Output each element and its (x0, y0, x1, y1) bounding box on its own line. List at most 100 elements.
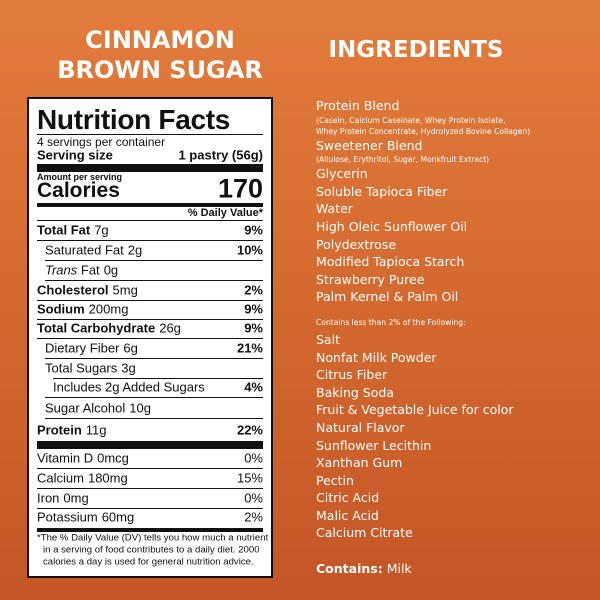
nutrient-amount: 200mg (88, 301, 129, 317)
contains: Contains: Milk (316, 561, 412, 576)
rule (37, 134, 263, 135)
rule (37, 528, 263, 532)
ingredient: Baking Soda (316, 384, 394, 400)
nutrient-row: Calcium 180mg (37, 471, 128, 486)
daily-value: 0% (244, 490, 263, 506)
ingredient: Citrus Fiber (316, 367, 388, 383)
product-title: BROWN SUGAR (57, 56, 263, 84)
nutrient-name: Cholesterol (37, 282, 109, 298)
nutrient-name: Total Fat (37, 222, 91, 238)
daily-value: 0% (244, 450, 263, 466)
nutrient-name: Fat (80, 262, 100, 278)
rule (37, 319, 263, 320)
nutrient-amount: 60mg (101, 509, 135, 525)
nutrient-amount: 6g (123, 340, 138, 356)
ingredient: Salt (316, 331, 340, 347)
nutrient-amount: 2g (127, 242, 143, 258)
footnote: *The % Daily Value (DV) tells you how mu… (37, 532, 269, 544)
daily-value: 15% (236, 470, 263, 486)
rule (37, 441, 263, 449)
daily-value: 22% (236, 422, 263, 438)
nutrient-row: Includes 2g Added Sugars (53, 380, 205, 395)
rule (37, 220, 263, 221)
nutrient-name: Sodium (37, 301, 85, 317)
rule (45, 397, 263, 398)
nutrient-row: Sugar Alcohol 10g (45, 401, 151, 416)
nutrient-row: Protein 11g (37, 423, 107, 438)
nutrient-name: Dietary Fiber (45, 340, 120, 356)
contains-value: Milk (386, 561, 412, 576)
rule (37, 164, 263, 172)
nutrient-name: Total Carbohydrate (37, 320, 156, 336)
daily-value: 9% (244, 320, 263, 336)
ingredient: Soluble Tapioca Fiber (316, 183, 448, 199)
rule (37, 240, 263, 241)
nutrient-amount: 11g (85, 422, 107, 438)
nutrient-amount: 7g (94, 222, 109, 238)
serving-size-label: Serving size (37, 147, 113, 163)
nutrient-row: Saturated Fat 2g (45, 243, 142, 258)
ingredient: Citric Acid (316, 490, 380, 506)
dv-header: % Daily Value* (187, 207, 263, 219)
nutrient-row: Cholesterol 5mg (37, 283, 138, 298)
ingredient: Modified Tapioca Starch (316, 254, 465, 270)
ingredient: High Oleic Sunflower Oil (316, 218, 468, 234)
nutrition-label: Nutrition Facts 4 servings per container S… (27, 97, 273, 578)
nutrient-name: Protein (37, 422, 82, 438)
daily-value: 2% (244, 282, 263, 298)
footnote: in a serving of food contributes to a da… (43, 544, 260, 556)
daily-value: 10% (236, 242, 263, 258)
rule (37, 300, 263, 301)
rule (37, 338, 263, 339)
rule (37, 508, 263, 509)
footnote: calories a day is used for general nutri… (43, 556, 254, 568)
ingredient: Polydextrose (316, 236, 397, 252)
nutrient-amount: 180mg (87, 470, 128, 486)
nutrient-row: Total Sugars 3g (45, 361, 136, 376)
nutrient-name: Vitamin D (37, 450, 94, 466)
nutrient-row: Dietary Fiber 6g (45, 341, 138, 356)
nutrient-amount: 10g (129, 400, 151, 416)
ingredient-note: (Allulose, Erythritol, Sugar, Monkfruit … (316, 155, 490, 165)
amount-per-serving: Amount per serving (37, 172, 123, 182)
rule (37, 203, 263, 207)
nutrient-name: Sugar Alcohol (45, 400, 126, 416)
label-title: Nutrition Facts (37, 104, 231, 135)
ingredient: Sweetener Blend (316, 137, 423, 153)
ingredient: Glycerin (316, 166, 368, 182)
rule (53, 378, 263, 379)
nutrient-amount: 3g (121, 360, 136, 376)
nutrient-name: Iron (37, 490, 60, 506)
minor-heading: Contains less than 2% of the Following: (316, 317, 466, 327)
nutrient-amount: 0g (103, 262, 119, 278)
nutrient-name: Calcium (37, 470, 84, 486)
ingredient: Malic Acid (316, 507, 379, 523)
daily-value: 9% (244, 222, 263, 238)
nutrient-amount: 0mcg (97, 450, 129, 466)
nutrient-name-italic: Trans (45, 262, 78, 278)
daily-value: 21% (236, 340, 263, 356)
daily-value: 4% (244, 379, 263, 395)
ingredient: Natural Flavor (316, 419, 405, 435)
ingredient: Strawberry Puree (316, 271, 425, 287)
rule (45, 260, 263, 261)
nutrient-amount: 26g (159, 320, 181, 336)
ingredients-list: Protein Blend (Casein, Calcium Caseinate,… (316, 97, 596, 542)
nutrient-name: Potassium (37, 509, 98, 525)
nutrient-amount: 5mg (112, 282, 138, 298)
nutrient-name: Saturated Fat (45, 242, 124, 258)
product-title: CINNAMON (85, 26, 235, 54)
contains-label: Contains: (316, 561, 383, 576)
servings: 4 servings per container (37, 135, 166, 149)
nutrient-row: Sodium 200mg (37, 302, 128, 317)
calories: 170 (217, 173, 263, 204)
nutrient-amount: 0mg (63, 490, 89, 506)
nutrient-row: Iron 0mg (37, 491, 89, 506)
nutrient-name: Includes 2g Added Sugars (53, 379, 205, 395)
daily-value: 9% (244, 301, 263, 317)
ingredient: Water (316, 201, 353, 217)
ingredient: Calcium Citrate (316, 525, 413, 541)
calories-label: Calories (37, 179, 120, 202)
rule (45, 418, 263, 419)
